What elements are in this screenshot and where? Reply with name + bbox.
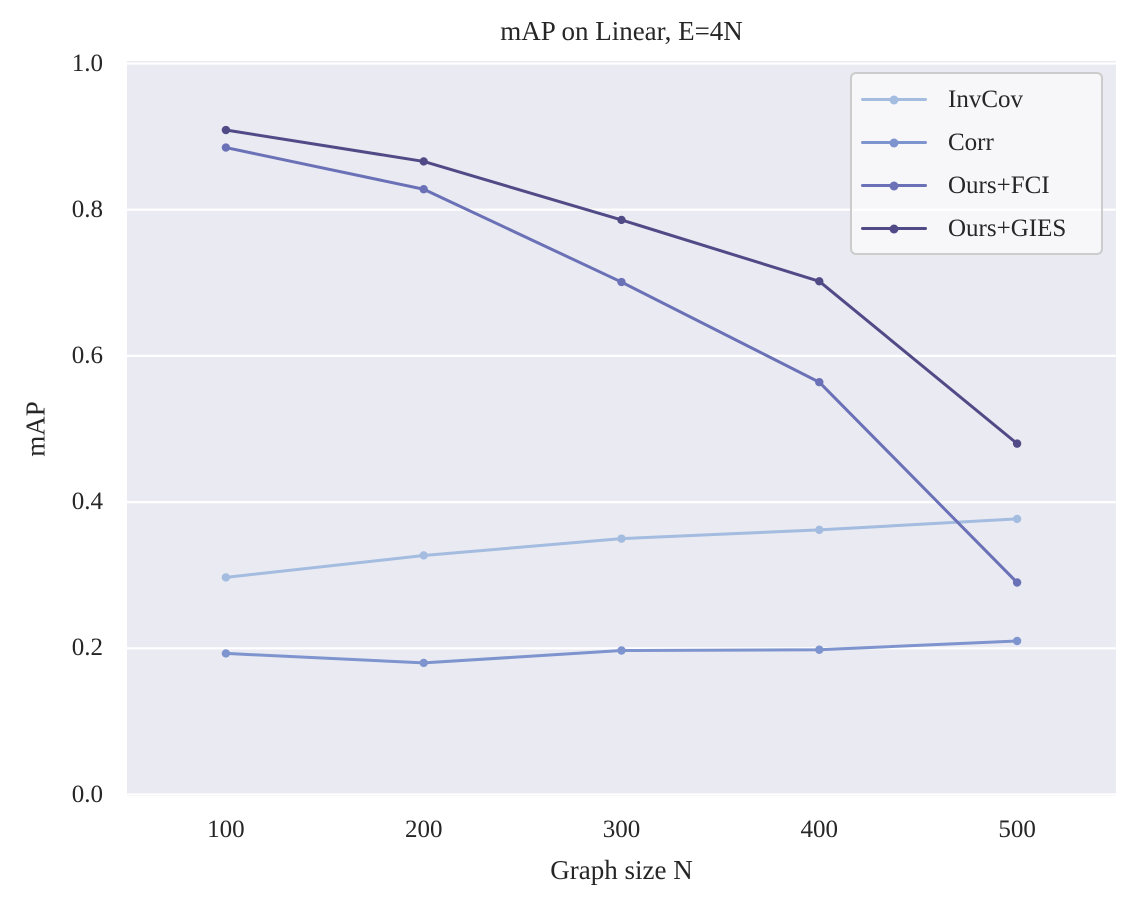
data-point (419, 185, 428, 194)
data-point (1012, 636, 1022, 646)
x-tick-label: 100 (207, 816, 245, 843)
data-point (419, 551, 428, 560)
legend-item: InvCov (852, 78, 1101, 121)
x-tick-label: 500 (998, 816, 1036, 843)
data-point (617, 215, 626, 225)
data-point (815, 277, 824, 286)
legend-line-sample (861, 138, 927, 147)
legend-label: Corr (948, 128, 994, 156)
x-tick-label: 400 (800, 816, 839, 843)
data-point (1012, 578, 1022, 587)
y-axis-label: mAP (20, 401, 51, 457)
data-point (221, 125, 231, 135)
x-axis-label: Graph size N (550, 855, 693, 885)
x-tick-label: 200 (404, 816, 443, 843)
chart-canvas (127, 62, 1116, 796)
data-point (815, 378, 824, 387)
data-point (1012, 514, 1022, 524)
legend-label: Ours+FCI (948, 171, 1050, 199)
legend-marker-dot (889, 181, 899, 190)
data-point (815, 525, 824, 535)
chart-title: mAP on Linear, E=4N (500, 16, 743, 46)
legend: InvCov Corr Ours+FCI Ours+GIES (850, 72, 1103, 255)
y-tick-label: 0.6 (71, 341, 103, 369)
data-point (617, 277, 626, 287)
legend-marker-dot (889, 138, 899, 147)
y-tick-label: 1.0 (71, 49, 103, 77)
legend-line-sample (861, 95, 927, 104)
legend-marker-dot (889, 224, 899, 233)
data-point (1012, 439, 1022, 448)
legend-item: Ours+GIES (852, 207, 1101, 250)
y-tick-label: 0.2 (71, 634, 103, 662)
legend-line-sample (861, 224, 927, 233)
data-point (221, 649, 231, 658)
y-tick-label: 0.0 (71, 780, 103, 808)
data-point (419, 658, 428, 668)
legend-line-sample (861, 181, 927, 190)
series-line (224, 517, 1019, 579)
data-point (617, 646, 626, 655)
legend-label: InvCov (948, 85, 1023, 113)
x-tick-label: 300 (602, 816, 641, 843)
legend-item: Ours+FCI (852, 164, 1101, 207)
data-point (419, 157, 428, 166)
y-tick-label: 0.8 (71, 195, 103, 223)
y-tick-label: 0.4 (71, 488, 103, 516)
legend-label: Ours+GIES (948, 214, 1067, 242)
legend-item: Corr (852, 121, 1101, 164)
data-point (221, 573, 231, 582)
data-point (815, 645, 824, 654)
data-point (221, 143, 231, 152)
data-point (617, 534, 626, 543)
legend-marker-dot (889, 95, 899, 104)
